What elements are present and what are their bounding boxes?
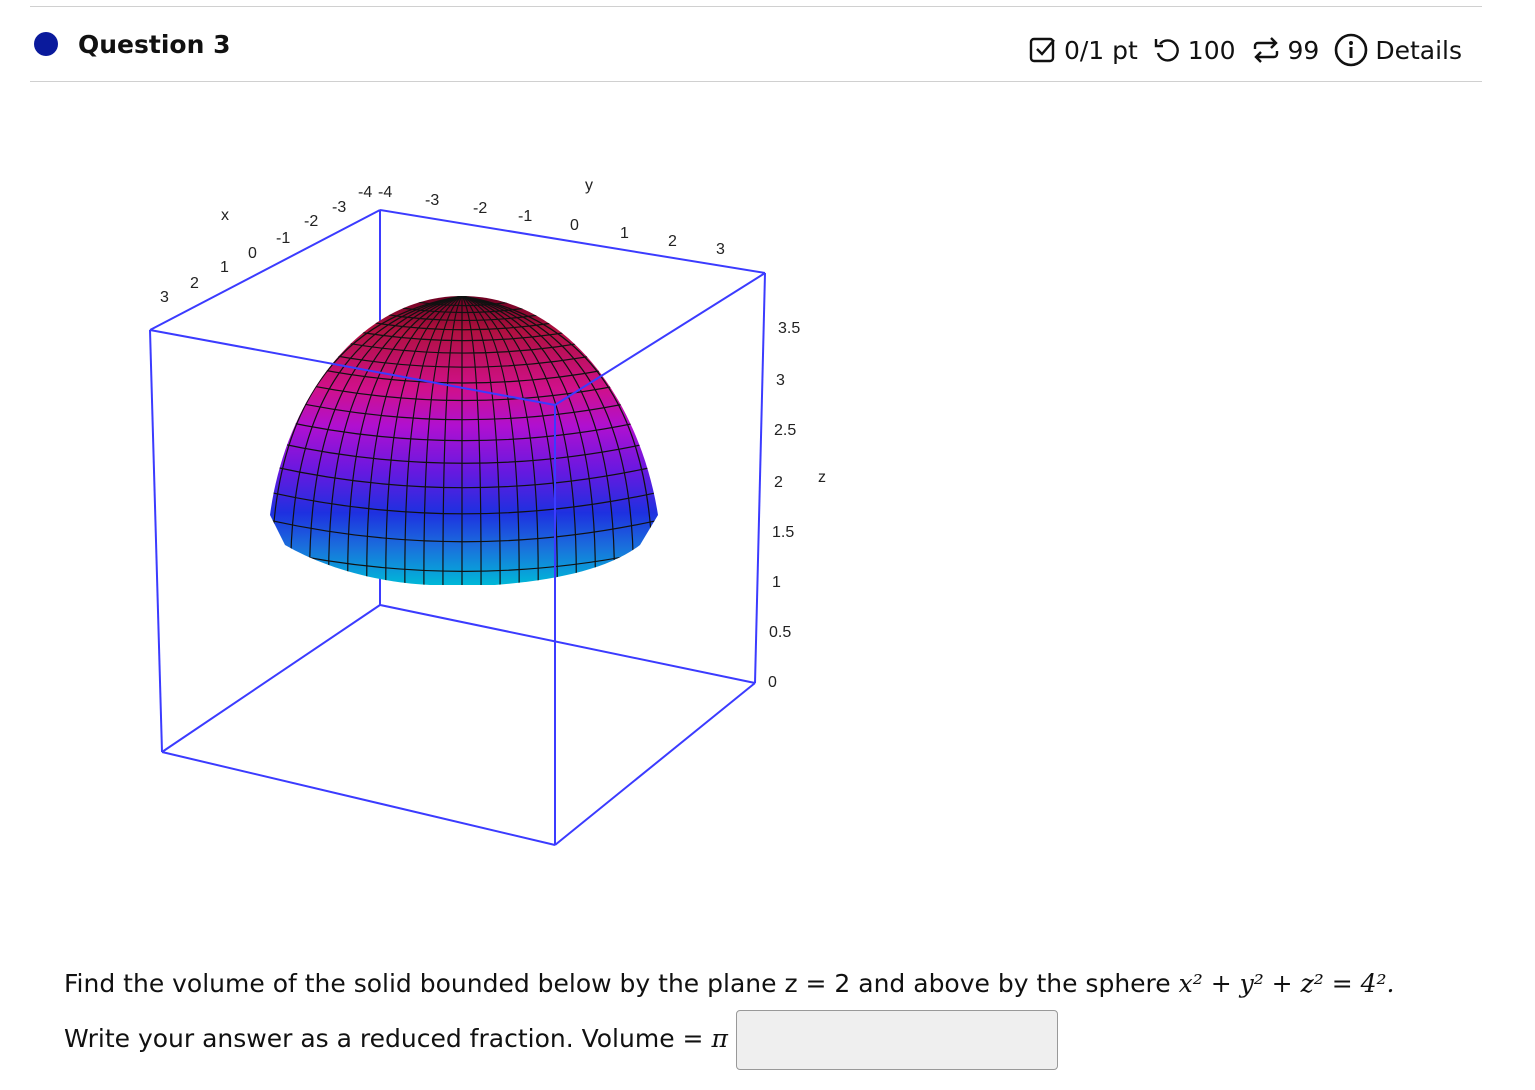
z-tick-label: 3 <box>776 372 785 389</box>
mesh-latitude-line <box>271 492 657 515</box>
x-tick-label: -3 <box>332 199 346 216</box>
z-tick-label: 3.5 <box>778 320 800 337</box>
z-tick-label: 0.5 <box>769 624 791 641</box>
top-divider <box>30 6 1482 7</box>
mesh-longitude-line <box>328 296 463 585</box>
z-tick-label: 2 <box>774 474 783 491</box>
mesh-longitude-line <box>461 296 482 585</box>
z-axis-label: z <box>818 469 826 486</box>
x-axis-label: x <box>221 207 229 224</box>
z-tick-label: 1.5 <box>772 524 794 541</box>
mesh-longitude-line <box>289 296 463 585</box>
retries-count: 100 <box>1187 35 1236 65</box>
mesh-latitude-line <box>303 348 625 368</box>
x-tick-label: 3 <box>160 289 169 306</box>
y-tick-label: 1 <box>620 225 629 242</box>
x-tick-label: -1 <box>276 230 290 247</box>
mesh-longitude-line <box>423 296 463 585</box>
score-text: 0/1 pt <box>1063 35 1138 65</box>
y-tick-label: -3 <box>425 192 439 209</box>
info-icon[interactable] <box>1333 32 1369 68</box>
question-body: Find the volume of the solid bounded bel… <box>64 958 1394 1070</box>
question-header: Question 3 0/1 pt 100 99 Details <box>30 6 1482 82</box>
sphere-cap-3d-plot: 3 2 1 0 -1 -2 -3 -4 -4 -3 -2 -1 0 1 2 3 3.5 3 2.5 2 1.5 1 0.5 0… <box>149 177 826 846</box>
mesh-longitude-line <box>404 296 463 585</box>
z-tick-label: 1 <box>772 574 781 591</box>
x-tick-label: 0 <box>248 245 257 262</box>
mesh-latitude-line <box>279 419 649 442</box>
x-tick-label: 2 <box>190 275 199 292</box>
question-title: Question 3 <box>78 30 231 59</box>
x-tick-label: -4 <box>358 184 372 201</box>
details-link[interactable]: Details <box>1375 35 1462 65</box>
mesh-latitude-line <box>284 399 644 421</box>
front-box-edges <box>149 209 766 846</box>
x-tick-label: -2 <box>304 213 318 230</box>
mesh-latitude-line <box>289 380 639 402</box>
mesh-longitude-line <box>309 296 463 585</box>
mesh-longitude-line <box>347 296 463 585</box>
y-axis-label: y <box>585 177 593 194</box>
mesh-longitude-line <box>461 296 635 585</box>
y-tick-label: -1 <box>518 208 532 225</box>
undo-icon <box>1154 39 1179 62</box>
question-text: Find the volume of the solid bounded bel… <box>64 969 1171 998</box>
mesh-longitude-line <box>442 296 463 585</box>
mesh-latitude-line <box>270 549 658 572</box>
mesh-longitude-line <box>385 296 463 585</box>
header-divider <box>30 81 1482 82</box>
mesh-latitude-line <box>270 519 658 543</box>
y-tick-label: 2 <box>668 233 677 250</box>
mesh-longitude-line <box>461 296 577 585</box>
mesh-latitude-line <box>273 466 655 489</box>
y-tick-label: -4 <box>378 184 392 201</box>
mesh-longitude-line <box>366 296 463 585</box>
z-tick-label: 2.5 <box>774 422 796 439</box>
mesh-longitude-line <box>461 296 501 585</box>
attempts-count: 99 <box>1287 35 1320 65</box>
sphere-equation: x² + y² + z² = 4². <box>1178 969 1395 998</box>
mesh-longitude-line <box>461 296 558 585</box>
y-tick-label: 0 <box>570 217 579 234</box>
dome-surface <box>270 296 658 585</box>
mesh-latitude-line <box>295 363 633 384</box>
z-tick-label: 0 <box>768 674 777 691</box>
mesh-longitude-line <box>461 296 539 585</box>
question-status-dot <box>34 32 58 56</box>
instruction-text: Write your answer as a reduced fraction.… <box>64 1024 704 1053</box>
pi-symbol: π <box>711 1024 728 1053</box>
mesh-longitude-line <box>461 296 520 585</box>
volume-answer-input[interactable] <box>735 1010 1058 1070</box>
checkbox-icon <box>1029 37 1055 63</box>
y-tick-label: -2 <box>473 200 487 217</box>
repeat-icon <box>1253 37 1278 63</box>
y-tick-label: 3 <box>716 241 725 258</box>
x-tick-label: 1 <box>220 259 229 276</box>
mesh-longitude-line <box>461 296 596 585</box>
